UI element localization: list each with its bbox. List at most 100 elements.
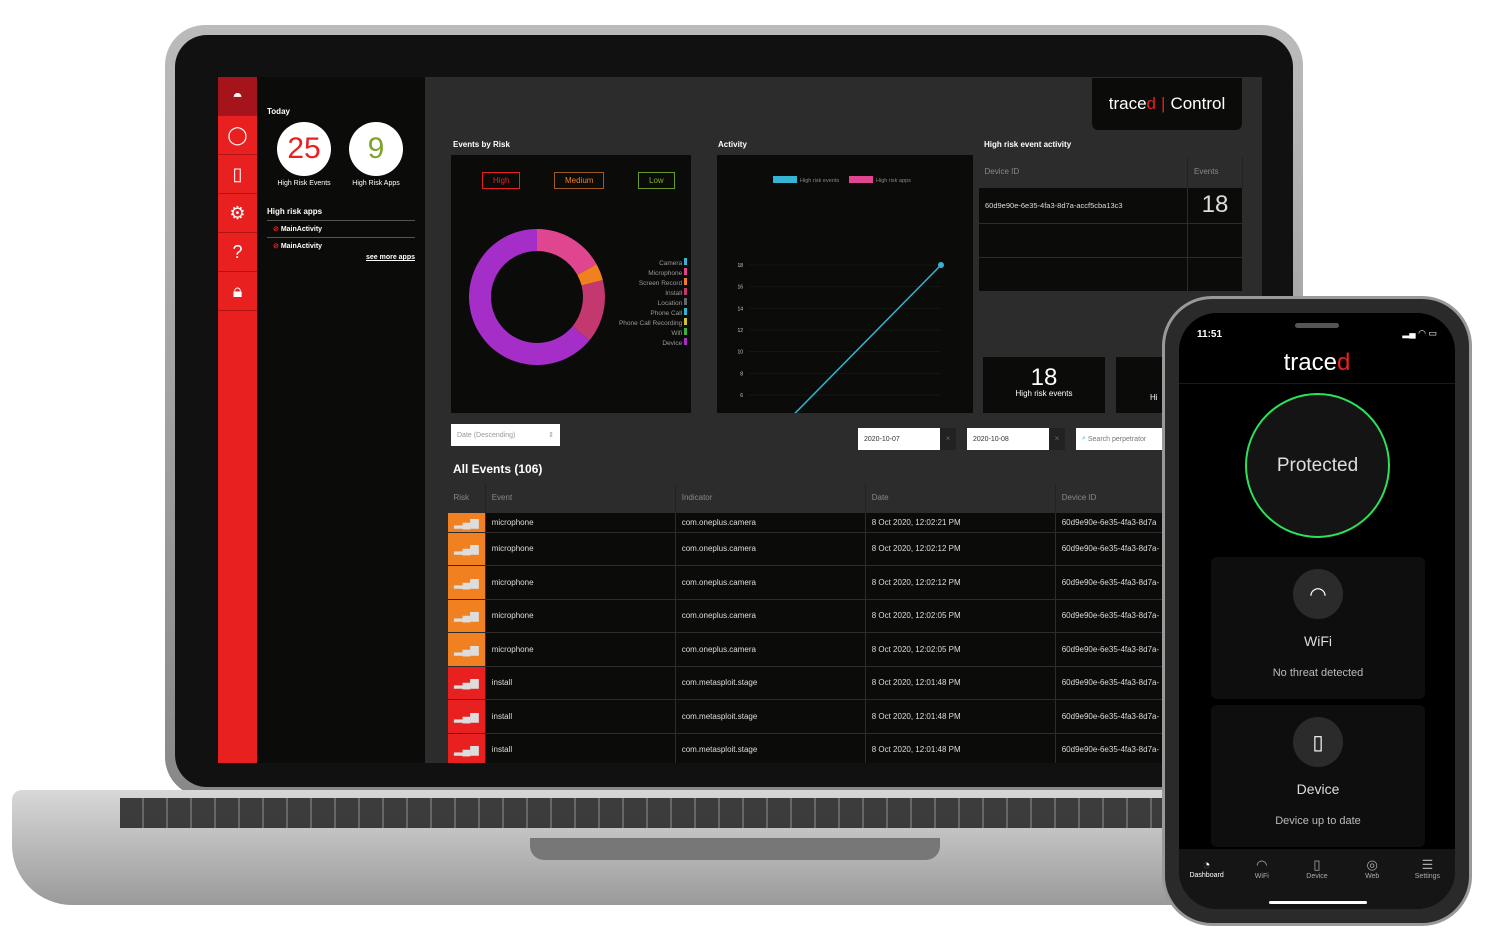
date-from-input[interactable]: 2020-10-07 [858, 428, 940, 450]
search-input[interactable]: ⌕ Search perpetrator [1076, 428, 1166, 450]
main-content: traced | Control Events by Risk High Med… [425, 77, 1262, 763]
events-table: Risk Event Indicator Date Device ID ▂▄▆ … [447, 484, 1167, 763]
risk-bars-icon: ▂▄▆ [447, 565, 486, 600]
col-device-id[interactable]: Device ID [1055, 484, 1167, 512]
table-row[interactable]: ▂▄▆ microphone com.oneplus.camera 8 Oct … [447, 511, 1167, 533]
y-tick-label: 18 [737, 263, 743, 269]
table-row[interactable]: ▂▄▆ microphone com.oneplus.camera 8 Oct … [447, 632, 1167, 667]
tab-dashboard[interactable]: ◔ Dashboard [1179, 857, 1234, 909]
col-indicator[interactable]: Indicator [675, 484, 866, 512]
col-date[interactable]: Date [865, 484, 1056, 512]
event-cell: microphone [484, 511, 676, 533]
wifi-card[interactable]: ◠ WiFi No threat detected [1211, 557, 1425, 699]
table-row[interactable]: 60d9e90e-6e35-4fa3-8d7a-accf5cba13c3 18 [978, 186, 1243, 224]
dashboard-icon: ◔ [1202, 857, 1211, 872]
col-device-id: Device ID [978, 157, 1188, 187]
summary-value: 18 [1030, 364, 1058, 391]
high-risk-events-count: 25 [277, 122, 331, 176]
speaker [1295, 323, 1339, 328]
legend-item[interactable]: Microphone [619, 268, 687, 278]
indicator-cell: com.oneplus.camera [674, 632, 866, 667]
user-icon[interactable]: ◯ [218, 116, 257, 155]
lock-icon[interactable]: 🔒︎ [218, 272, 257, 311]
legend-item[interactable]: Screen Record [619, 278, 687, 288]
filter-medium-button[interactable]: Medium [554, 172, 605, 189]
legend-swatch [684, 338, 687, 345]
device-cell: 60d9e90e-6e35-4fa3-8d7a- [1054, 732, 1167, 763]
donut-slice-device[interactable] [469, 229, 590, 365]
high-risk-apps-title: High risk apps [267, 207, 323, 216]
table-row[interactable]: ▂▄▆ install com.metasploit.stage 8 Oct 2… [447, 732, 1167, 763]
legend-item[interactable]: Camera [619, 258, 687, 268]
y-tick-label: 10 [737, 350, 743, 356]
gear-icon[interactable]: ⚙ [218, 194, 257, 233]
sort-select[interactable]: Date (Descending) ⇕ [451, 424, 560, 446]
col-event[interactable]: Event [485, 484, 676, 512]
indicator-cell: com.oneplus.camera [674, 598, 866, 633]
date-cell: 8 Oct 2020, 12:01:48 PM [864, 665, 1056, 700]
indicator-cell: com.metasploit.stage [674, 665, 866, 700]
events-by-risk-title: Events by Risk [453, 140, 510, 149]
donut-slice-screen-record[interactable] [577, 264, 603, 286]
legend-swatch [684, 288, 687, 295]
muted-icon: ⊘ [273, 243, 281, 250]
legend-swatch [684, 308, 687, 315]
tab-settings[interactable]: ☰ Settings [1400, 857, 1455, 909]
data-point[interactable] [938, 262, 944, 268]
dashboard-icon[interactable]: ◓ [218, 77, 257, 116]
indicator-cell: com.metasploit.stage [674, 732, 866, 763]
table-row[interactable]: ▂▄▆ install com.metasploit.stage 8 Oct 2… [447, 665, 1167, 700]
y-tick-label: 8 [740, 371, 743, 377]
wifi-icon: ◠ [1293, 569, 1343, 619]
donut-slice-microphone[interactable] [537, 229, 597, 275]
event-cell: microphone [484, 598, 676, 633]
date-cell: 8 Oct 2020, 12:02:21 PM [864, 511, 1056, 533]
risk-bars-icon: ▂▄▆ [447, 531, 486, 566]
keyboard [120, 798, 1180, 828]
donut-slice-install[interactable] [572, 280, 605, 341]
compass-icon: ◎ [1366, 857, 1378, 872]
summary-label: High risk events [1015, 389, 1073, 398]
risk-bars-icon: ▂▄▆ [447, 699, 486, 734]
date-to-input[interactable]: 2020-10-08 [967, 428, 1049, 450]
high-risk-events-label: High Risk Events [277, 180, 331, 187]
legend-item[interactable]: Phone Call [619, 308, 687, 318]
legend-label[interactable]: High risk events [800, 178, 839, 184]
device-card[interactable]: ▯ Device Device up to date [1211, 705, 1425, 847]
tab-bar: ◔ Dashboard ◠ WiFi ▯ Device ◎ Web ☰ Settings [1179, 849, 1455, 909]
indicator-cell: com.oneplus.camera [674, 565, 866, 600]
help-icon[interactable]: ? [218, 233, 257, 272]
tab-device[interactable]: ▯ Device [1289, 857, 1344, 909]
table-row[interactable]: ▂▄▆ microphone com.oneplus.camera 8 Oct … [447, 565, 1167, 600]
tab-wifi[interactable]: ◠ WiFi [1234, 857, 1289, 909]
clear-date-from-icon[interactable]: × [940, 428, 956, 450]
legend-item[interactable]: Location [619, 298, 687, 308]
legend-swatch [684, 328, 687, 335]
legend-label[interactable]: High risk apps [876, 178, 911, 184]
clear-date-to-icon[interactable]: × [1049, 428, 1065, 450]
protected-status-button[interactable]: Protected [1245, 393, 1390, 538]
indicator-cell: com.oneplus.camera [674, 531, 866, 566]
see-more-apps-link[interactable]: see more apps [365, 254, 415, 261]
indicator-cell: com.oneplus.camera [674, 511, 866, 533]
status-time: 11:51 [1197, 329, 1223, 340]
tab-web[interactable]: ◎ Web [1345, 857, 1400, 909]
app-item[interactable]: ⊘ MainActivity [267, 237, 415, 254]
legend-item[interactable]: Phone Call Recording [619, 318, 687, 328]
table-row[interactable]: ▂▄▆ install com.metasploit.stage 8 Oct 2… [447, 699, 1167, 734]
app-item[interactable]: ⊘ MainActivity [267, 220, 415, 237]
y-tick-label: 16 [737, 285, 743, 291]
legend-item[interactable]: Wifi [619, 328, 687, 338]
table-row[interactable]: ▂▄▆ microphone com.oneplus.camera 8 Oct … [447, 598, 1167, 633]
table-row[interactable]: ▂▄▆ microphone com.oneplus.camera 8 Oct … [447, 531, 1167, 566]
legend-swatch [684, 268, 687, 275]
col-events: Events [1187, 157, 1243, 187]
filter-high-button[interactable]: High [482, 172, 521, 189]
legend-item[interactable]: Device [619, 338, 687, 348]
legend-item[interactable]: Install [619, 288, 687, 298]
filter-low-button[interactable]: Low [638, 172, 675, 189]
y-tick-label: 12 [737, 328, 743, 334]
col-risk[interactable]: Risk [447, 484, 486, 512]
device-icon[interactable]: ▯ [218, 155, 257, 194]
device-cell: 60d9e90e-6e35-4fa3-8d7a [1054, 511, 1167, 533]
